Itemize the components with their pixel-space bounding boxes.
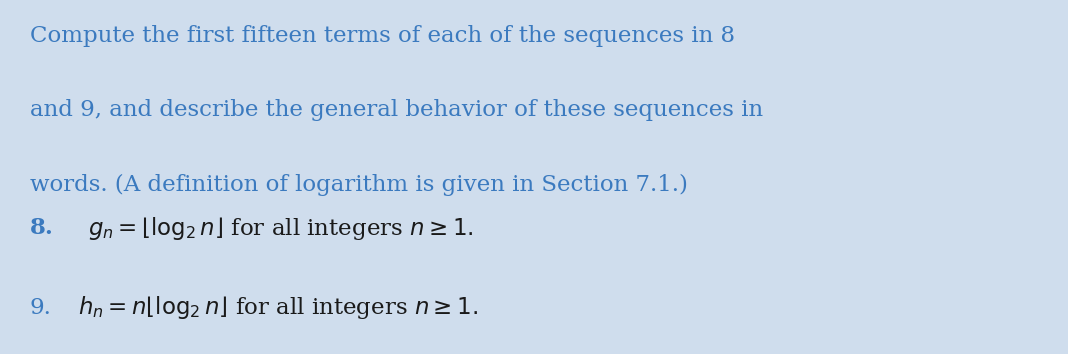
Text: words. (A definition of logarithm is given in Section 7.1.): words. (A definition of logarithm is giv… <box>30 173 688 195</box>
Text: and 9, and describe the general behavior of these sequences in: and 9, and describe the general behavior… <box>30 99 763 121</box>
Text: $h_n = n\lfloor\log_2 n\rfloor$ for all integers $n \geq 1.$: $h_n = n\lfloor\log_2 n\rfloor$ for all … <box>78 295 478 321</box>
Text: $g_n = \lfloor\log_2 n\rfloor$ for all integers $n \geq 1.$: $g_n = \lfloor\log_2 n\rfloor$ for all i… <box>88 215 473 242</box>
Text: 9.: 9. <box>30 297 51 319</box>
Text: 8.: 8. <box>30 217 53 239</box>
Text: Compute the first fifteen terms of each of the sequences in 8: Compute the first fifteen terms of each … <box>30 25 735 47</box>
